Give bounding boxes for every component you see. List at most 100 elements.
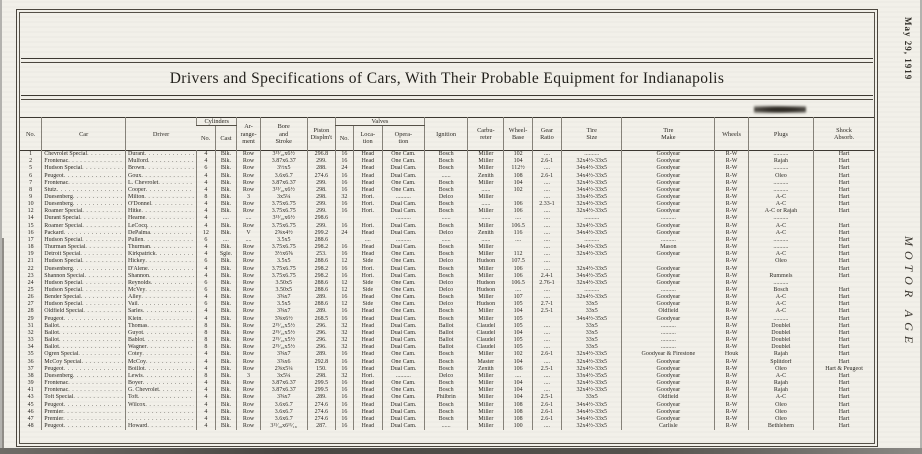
cell-tire_make: Goodyear [621,208,715,216]
cell-piston_displ: 299. [306,222,336,230]
cell-tire_make: Goodyear [621,201,715,209]
cell-tire_make: Goodyear [621,272,715,280]
cell-wheels: R-W [714,301,749,309]
cell-cyl_no: 4 [196,351,216,359]
cell-cyl_cast: Blk. [214,344,237,352]
cell-valves_location: Head [352,251,383,259]
cell-ignition: Ballot [423,344,468,352]
cell-tire_make: Goodyear [621,372,715,381]
cell-car: Peugeot [41,172,126,180]
cell-plugs: Bethlehem [747,422,814,431]
cell-tire_size: 34x4½-33x5 [561,186,622,194]
cell-tire_size: 32x4½-33x5 [561,222,622,230]
cell-wheel_base: 107 [503,294,533,302]
cell-valves_operation: Dual Cam. [381,172,425,180]
cell-arrangement: Row [236,301,261,309]
cell-valves_operation: One Cam. [381,301,425,309]
cell-car: Duesenberg [41,201,126,209]
cell-valves_no: 16 [335,401,354,409]
cell-carbureter: Miller [467,315,504,323]
cell-no: 1 [29,151,33,158]
cell-bore_stroke: 3⅝x6½ [259,315,308,323]
cell-ignition: Bosch [423,401,468,409]
cell-wheels: R-W [714,322,749,330]
cell-ignition: Bosch [423,365,468,373]
cell-bore_stroke: 3⅝x7 [259,394,308,402]
cell-gear_ratio: .... [531,244,562,252]
cell-no: 22 [27,265,34,272]
cell-arrangement: V [236,229,261,237]
cell-bore_stroke: 3¹³⁄₁₆x6½ [259,215,308,223]
cell-valves_operation: Dual Cam. [381,408,425,416]
cell-no: 27 [27,301,34,308]
cell-cyl_cast: Blk. [214,208,237,216]
cell-wheel_base: 108 [503,172,533,180]
cell-tire_make: .......... [621,337,715,345]
cell-bore_stroke: 3.75x6.75 [259,272,308,280]
cell-shock_absorb [813,215,874,223]
cell-cyl_no: 4 [196,215,216,223]
cell-tire_make: Goodyear [621,387,715,395]
cell-wheel_base: 104 [503,387,533,395]
cell-driver: Sarles [124,308,197,316]
cell-gear_ratio: .... [531,193,562,202]
cell-valves_operation: One Cam. [381,179,425,187]
cell-plugs: Rajah [747,351,814,359]
cell-car: Frontenac [41,387,126,395]
cell-valves_operation: .......... [381,193,425,202]
cell-valves_no: 32 [335,193,354,202]
cell-tire_make: Goodyear [621,401,715,409]
cell-tire_make: Goodyear [621,265,715,273]
cell-tire_size: 32x4½-33x5 [561,158,622,166]
cell-car: Roamer Special [41,208,126,216]
cell-gear_ratio: .... [531,236,562,245]
cell-arrangement: Row [236,415,261,423]
cell-carbureter: Zenith [467,172,504,180]
cell-no: 39 [27,380,34,387]
cell-valves_location: Head [352,380,383,388]
cell-cyl_no: 6 [196,287,216,295]
cell-shock_absorb: Hart [813,337,874,345]
cell-car: Ballot [41,344,126,352]
cell-valves_operation: Dual Cam. [381,229,425,237]
cell-shock_absorb: Hart [813,387,874,395]
cell-tire_make: Goodyear [621,251,715,259]
cell-cyl_cast: Blk. [214,172,237,180]
cell-wheels: R-W [714,150,749,159]
cell-wheels: R-W [714,329,749,338]
cell-wheels: R-W [714,251,749,259]
cell-plugs: Doublel [747,322,814,330]
cell-wheel_base: 104 [503,358,533,366]
cell-wheels: R-W [714,315,749,323]
cell-wheels: R-W [714,172,749,180]
cell-valves_no: 12 [335,287,354,295]
cell-ignition: Bosch [423,272,468,280]
cell-bore_stroke: 2⅝x4½ [259,229,308,237]
cell-valves_no: 16 [335,186,354,194]
cell-no: 43 [27,394,34,401]
cell-wheels: R-W [714,415,749,423]
cell-wheels: R-W [714,193,749,202]
cell-no: 10 [27,201,34,208]
cell-cyl_no: 6 [196,236,216,245]
cell-tire_make: Goodyear [621,415,715,423]
cell-valves_location: Head [352,329,383,338]
cell-piston_displ: 292.8 [306,358,336,366]
cell-arrangement: Row [236,387,261,395]
col-header-valves-operation: Opera- tion [381,125,425,151]
cell-wheel_base: .... [503,236,533,245]
cell-piston_displ: 299. [306,208,336,216]
cell-no: 41 [27,387,34,394]
cell-no: 32 [27,329,34,336]
cell-plugs: .......... [747,244,814,252]
cell-tire_size: 34x4½-33x5 [561,165,622,173]
cell-driver: Vail [124,301,197,309]
cell-piston_displ: 298. [306,193,336,202]
cell-piston_displ: 274.6 [306,415,336,423]
cell-tire_size [561,258,622,266]
cell-plugs: Oleo [747,408,814,416]
cell-valves_no: 12 [335,301,354,309]
cell-tire_make: .......... [621,329,715,338]
